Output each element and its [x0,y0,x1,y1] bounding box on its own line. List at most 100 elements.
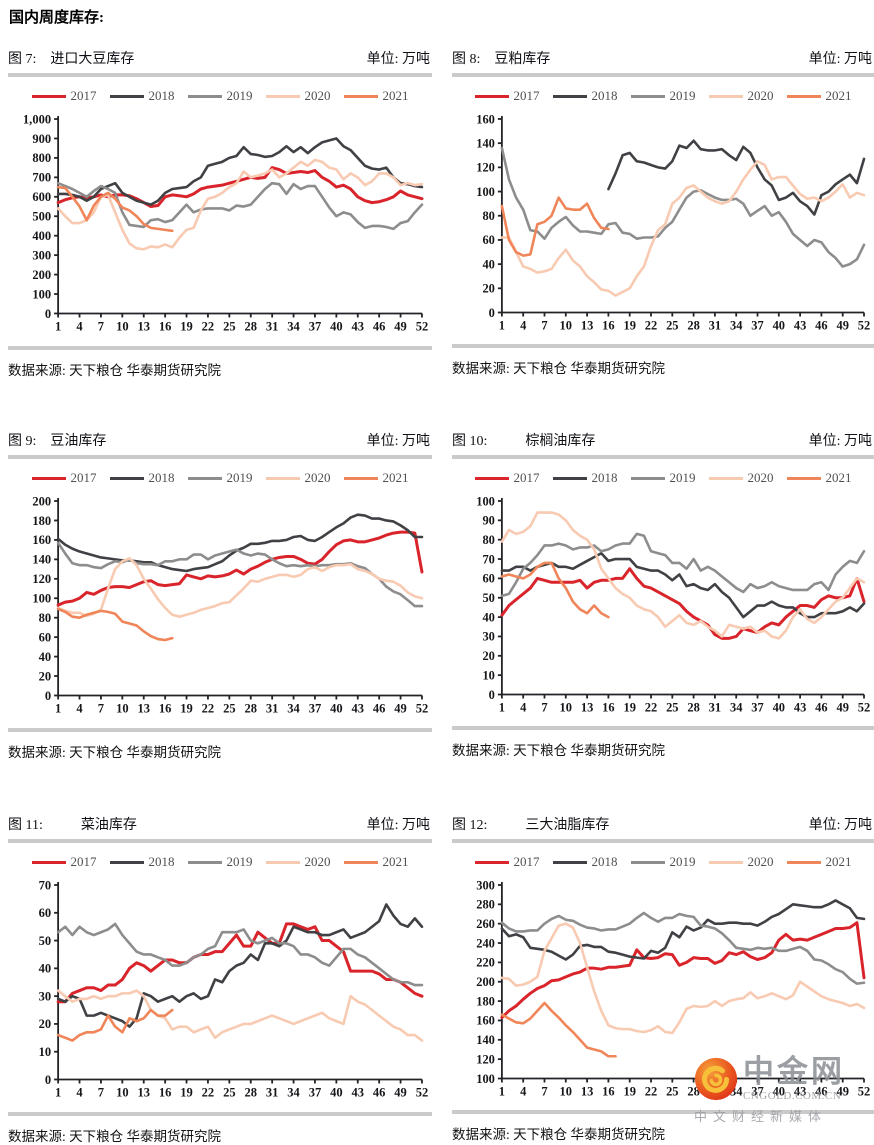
svg-text:80: 80 [482,533,494,547]
svg-text:90: 90 [482,514,494,528]
legend-swatch [265,94,300,98]
legend-label: 2018 [148,470,175,485]
figure-7-imported-soybean-inventory: 图 7: 进口大豆库存 单位: 万吨 2017 2018 2019 2020 2021 … [8,48,432,379]
legend-swatch [31,476,66,480]
svg-text:19: 19 [623,318,635,332]
svg-text:100: 100 [476,494,495,508]
legend-label: 2020 [747,470,774,485]
legend-swatch [630,476,665,480]
figure-unit: 单位: 万吨 [366,818,430,833]
legend-swatch [187,94,222,98]
svg-text:260: 260 [476,917,495,931]
svg-text:120: 120 [476,161,495,175]
svg-text:28: 28 [244,1086,257,1100]
svg-text:1: 1 [55,702,61,716]
svg-text:900: 900 [32,132,51,146]
svg-text:1,000: 1,000 [23,112,51,126]
watermark-name: 中金网 [743,1054,845,1089]
svg-text:120: 120 [32,572,51,586]
svg-text:800: 800 [32,151,51,165]
svg-text:31: 31 [709,700,721,714]
svg-text:22: 22 [645,318,657,332]
svg-text:30: 30 [482,630,494,644]
svg-text:28: 28 [244,702,257,716]
divider [452,1110,874,1115]
svg-text:19: 19 [623,700,635,714]
figure-label: 图 8: [452,52,481,67]
figure-header: 图 11: 菜油库存 单位: 万吨 [8,814,432,834]
legend-item-2018: 2018 [552,88,618,104]
svg-text:25: 25 [223,320,236,334]
legend-label: 2020 [304,88,331,103]
svg-text:52: 52 [858,700,870,714]
svg-text:40: 40 [773,700,785,714]
cngold-logo-icon [694,1057,738,1101]
legend-swatch [630,94,665,98]
svg-text:400: 400 [32,229,51,243]
legend-label: 2018 [591,854,618,869]
legend-label: 2017 [513,88,540,103]
svg-text:49: 49 [836,1084,848,1098]
divider [8,727,432,732]
svg-text:37: 37 [751,700,763,714]
source-note: 数据来源: 天下粮仓 华泰期货研究院 [452,361,666,377]
legend: 2017 2018 2019 2020 2021 [8,470,432,486]
svg-text:31: 31 [266,320,279,334]
svg-text:140: 140 [476,136,495,150]
svg-text:34: 34 [730,318,742,332]
svg-text:19: 19 [180,320,193,334]
svg-text:160: 160 [476,1014,495,1028]
svg-text:7: 7 [541,318,547,332]
svg-text:0: 0 [45,689,51,703]
svg-text:4: 4 [76,320,83,334]
svg-text:10: 10 [116,702,129,716]
svg-text:30: 30 [39,989,52,1003]
svg-text:50: 50 [482,591,494,605]
legend-swatch [343,476,378,480]
svg-text:4: 4 [520,318,526,332]
svg-text:46: 46 [373,320,386,334]
legend-item-2017: 2017 [31,88,97,104]
figure-title: 三大油脂库存 [525,818,610,833]
legend-item-2017: 2017 [474,854,540,870]
legend-item-2017: 2017 [31,470,97,486]
figure-unit: 单位: 万吨 [366,434,430,449]
legend-item-2020: 2020 [708,470,774,486]
legend-label: 2021 [825,854,852,869]
svg-text:49: 49 [394,1086,407,1100]
divider [452,455,874,459]
svg-text:40: 40 [482,610,494,624]
svg-text:4: 4 [76,702,83,716]
svg-text:13: 13 [581,318,593,332]
svg-text:70: 70 [482,552,494,566]
legend-item-2018: 2018 [109,470,175,486]
svg-text:180: 180 [476,994,495,1008]
svg-text:49: 49 [836,700,848,714]
svg-text:50: 50 [39,934,52,948]
svg-text:43: 43 [794,1084,806,1098]
svg-text:52: 52 [858,318,870,332]
svg-text:19: 19 [623,1084,635,1098]
divider [8,345,432,350]
legend-label: 2020 [747,854,774,869]
figure-10-palm-oil-inventory: 图 10: 棕榈油库存 单位: 万吨 2017 2018 2019 2020 2021 … [452,430,874,759]
svg-text:16: 16 [159,1086,172,1100]
svg-text:100: 100 [476,1072,495,1086]
svg-text:34: 34 [287,320,300,334]
svg-text:200: 200 [32,268,51,282]
divider [8,455,432,459]
watermark-domain: CNGOLD.COM.CN [743,1090,842,1102]
svg-text:25: 25 [223,1086,236,1100]
svg-text:49: 49 [836,318,848,332]
line-chart: 0 20 40 60 80 100 120 140 160 180 200 1 4 7 10 13 16 19 22… [32,494,428,716]
legend-item-2019: 2019 [187,88,253,104]
svg-text:60: 60 [482,572,494,586]
divider [8,1111,432,1116]
svg-text:7: 7 [541,1084,547,1098]
figure-title: 菜油库存 [80,818,137,833]
svg-text:10: 10 [560,318,572,332]
svg-text:80: 80 [39,611,52,625]
divider [8,839,432,843]
legend-item-2018: 2018 [109,88,175,104]
svg-text:10: 10 [482,668,494,682]
